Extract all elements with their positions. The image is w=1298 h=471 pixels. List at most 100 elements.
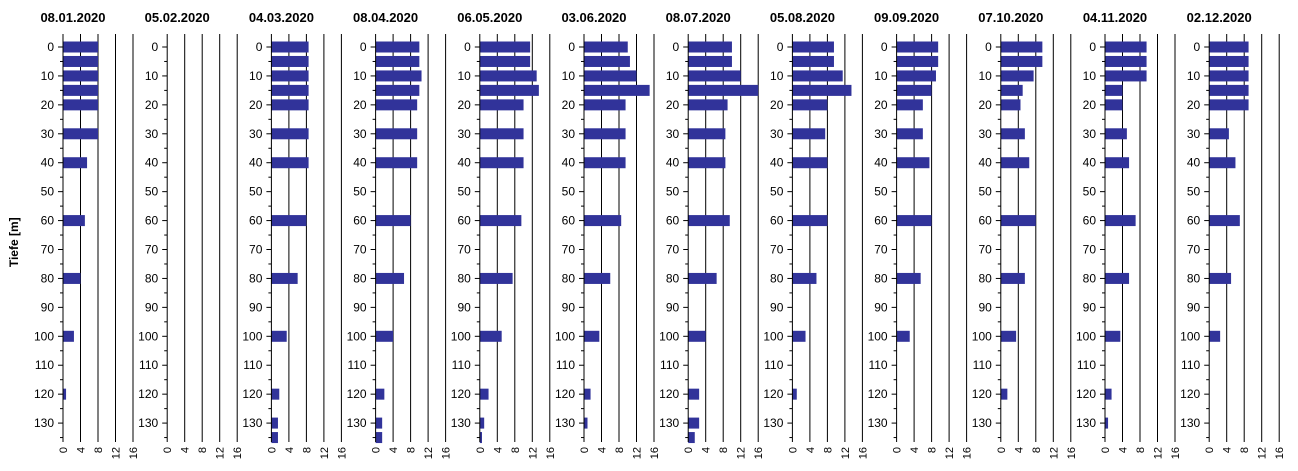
y-tick-label: 90: [666, 300, 680, 314]
y-tick-label: 130: [972, 416, 992, 430]
bar: [1209, 215, 1240, 227]
y-tick-label: 90: [978, 300, 992, 314]
y-tick-label: 70: [770, 243, 784, 257]
y-tick-label: 120: [451, 387, 471, 401]
y-tick-label: 40: [874, 156, 888, 170]
y-tick-label: 100: [1180, 329, 1200, 343]
x-tick-label: 12: [736, 447, 748, 459]
bar: [1105, 272, 1130, 284]
y-tick-label: 100: [555, 329, 575, 343]
y-tick-label: 10: [1083, 69, 1097, 83]
y-tick-label: 40: [353, 156, 367, 170]
x-tick-label: 12: [215, 447, 227, 459]
bar: [375, 84, 420, 96]
y-tick-label: 50: [1187, 185, 1201, 199]
y-tick-label: 80: [41, 271, 55, 285]
x-tick-label: 8: [822, 447, 834, 453]
y-tick-label: 130: [347, 416, 367, 430]
bar: [688, 41, 732, 53]
x-tick-label: 4: [492, 447, 504, 453]
bar: [1000, 215, 1036, 227]
y-tick-label: 70: [249, 243, 263, 257]
x-tick-label: 0: [787, 447, 799, 453]
y-tick-label: 90: [1187, 300, 1201, 314]
bar: [896, 272, 921, 284]
y-tick-label: 30: [1187, 127, 1201, 141]
y-tick-label: 30: [353, 127, 367, 141]
y-tick-label: 80: [874, 271, 888, 285]
bar: [63, 330, 74, 342]
bar: [63, 128, 98, 140]
y-tick-label: 100: [242, 329, 262, 343]
y-tick-label: 0: [1194, 40, 1201, 54]
y-tick-label: 0: [568, 40, 575, 54]
y-tick-label: 0: [256, 40, 263, 54]
y-tick-label: 130: [763, 416, 783, 430]
bar: [896, 99, 923, 111]
bar: [584, 70, 637, 82]
bar: [1209, 157, 1236, 169]
bar: [688, 272, 717, 284]
y-tick-label: 60: [978, 214, 992, 228]
y-tick-label: 110: [452, 358, 471, 372]
y-tick-label: 50: [41, 185, 55, 199]
y-tick-label: 20: [353, 98, 367, 112]
y-tick-label: 90: [1083, 300, 1097, 314]
bar: [1105, 99, 1123, 111]
y-tick-label: 10: [249, 69, 263, 83]
bar: [1105, 70, 1147, 82]
y-tick-label: 120: [1180, 387, 1200, 401]
y-tick-label: 70: [978, 243, 992, 257]
y-tick-label: 70: [353, 243, 367, 257]
bar: [271, 41, 309, 53]
y-tick-label: 100: [659, 329, 679, 343]
x-tick-label: 0: [1204, 447, 1216, 453]
y-tick-label: 90: [249, 300, 263, 314]
y-tick-label: 80: [249, 271, 263, 285]
bar: [1105, 157, 1130, 169]
y-tick-label: 40: [978, 156, 992, 170]
x-tick-label: 8: [1239, 447, 1251, 453]
bar: [792, 388, 797, 400]
bar: [479, 388, 489, 400]
bar: [792, 157, 828, 169]
bar: [792, 55, 834, 67]
y-tick-label: 60: [457, 214, 471, 228]
y-tick-label: 70: [145, 243, 159, 257]
bar: [271, 157, 309, 169]
y-tick-label: 100: [868, 329, 888, 343]
y-tick-label: 30: [457, 127, 471, 141]
x-tick-label: 4: [701, 447, 713, 453]
bar: [479, 55, 531, 67]
y-tick-label: 110: [35, 358, 54, 372]
x-tick-label: 4: [284, 447, 296, 453]
bar: [63, 70, 98, 82]
y-tick-label: 70: [562, 243, 576, 257]
bar: [792, 70, 843, 82]
y-tick-label: 90: [145, 300, 159, 314]
bar: [63, 55, 98, 67]
y-tick-label: 130: [555, 416, 575, 430]
bar: [479, 157, 524, 169]
x-tick-label: 4: [388, 447, 400, 453]
bar: [584, 215, 622, 227]
y-tick-label: 50: [978, 185, 992, 199]
x-tick-label: 4: [805, 447, 817, 453]
bar: [688, 157, 726, 169]
y-tick-label: 0: [152, 40, 159, 54]
y-tick-label: 10: [41, 69, 55, 83]
y-tick-label: 30: [666, 127, 680, 141]
x-tick-label: 0: [1100, 447, 1112, 453]
y-tick-label: 0: [985, 40, 992, 54]
x-tick-label: 16: [1170, 447, 1182, 459]
panel-title: 06.05.2020: [457, 10, 522, 25]
y-tick-label: 100: [763, 329, 783, 343]
y-tick-label: 40: [770, 156, 784, 170]
y-tick-label: 10: [1187, 69, 1201, 83]
y-tick-label: 80: [978, 271, 992, 285]
x-tick-label: 0: [579, 447, 591, 453]
y-tick-label: 0: [881, 40, 888, 54]
bar: [63, 41, 98, 53]
bar: [896, 215, 932, 227]
bar: [63, 84, 98, 96]
